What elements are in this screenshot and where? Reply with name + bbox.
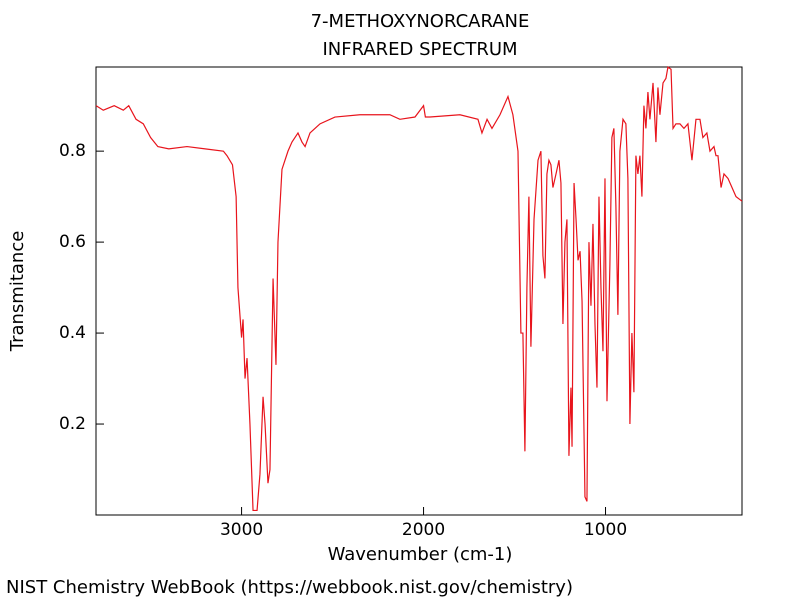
x-tick-label: 3000 (220, 520, 263, 540)
y-tick-label: 0.8 (59, 141, 86, 161)
chart-subtitle: INFRARED SPECTRUM (322, 39, 517, 60)
y-axis-label: Transmitance (7, 231, 28, 353)
x-tick-label: 2000 (402, 520, 445, 540)
chart-title: 7-METHOXYNORCARANE (311, 11, 530, 32)
y-tick-label: 0.4 (59, 323, 86, 343)
x-axis-label: Wavenumber (cm-1) (328, 544, 513, 565)
source-note: NIST Chemistry WebBook (https://webbook.… (6, 577, 573, 598)
spectrum-line (95, 65, 743, 512)
y-tick-label: 0.6 (59, 232, 86, 252)
y-tick-label: 0.2 (59, 414, 86, 434)
x-tick-label: 1000 (584, 520, 627, 540)
plot-frame (95, 66, 743, 516)
